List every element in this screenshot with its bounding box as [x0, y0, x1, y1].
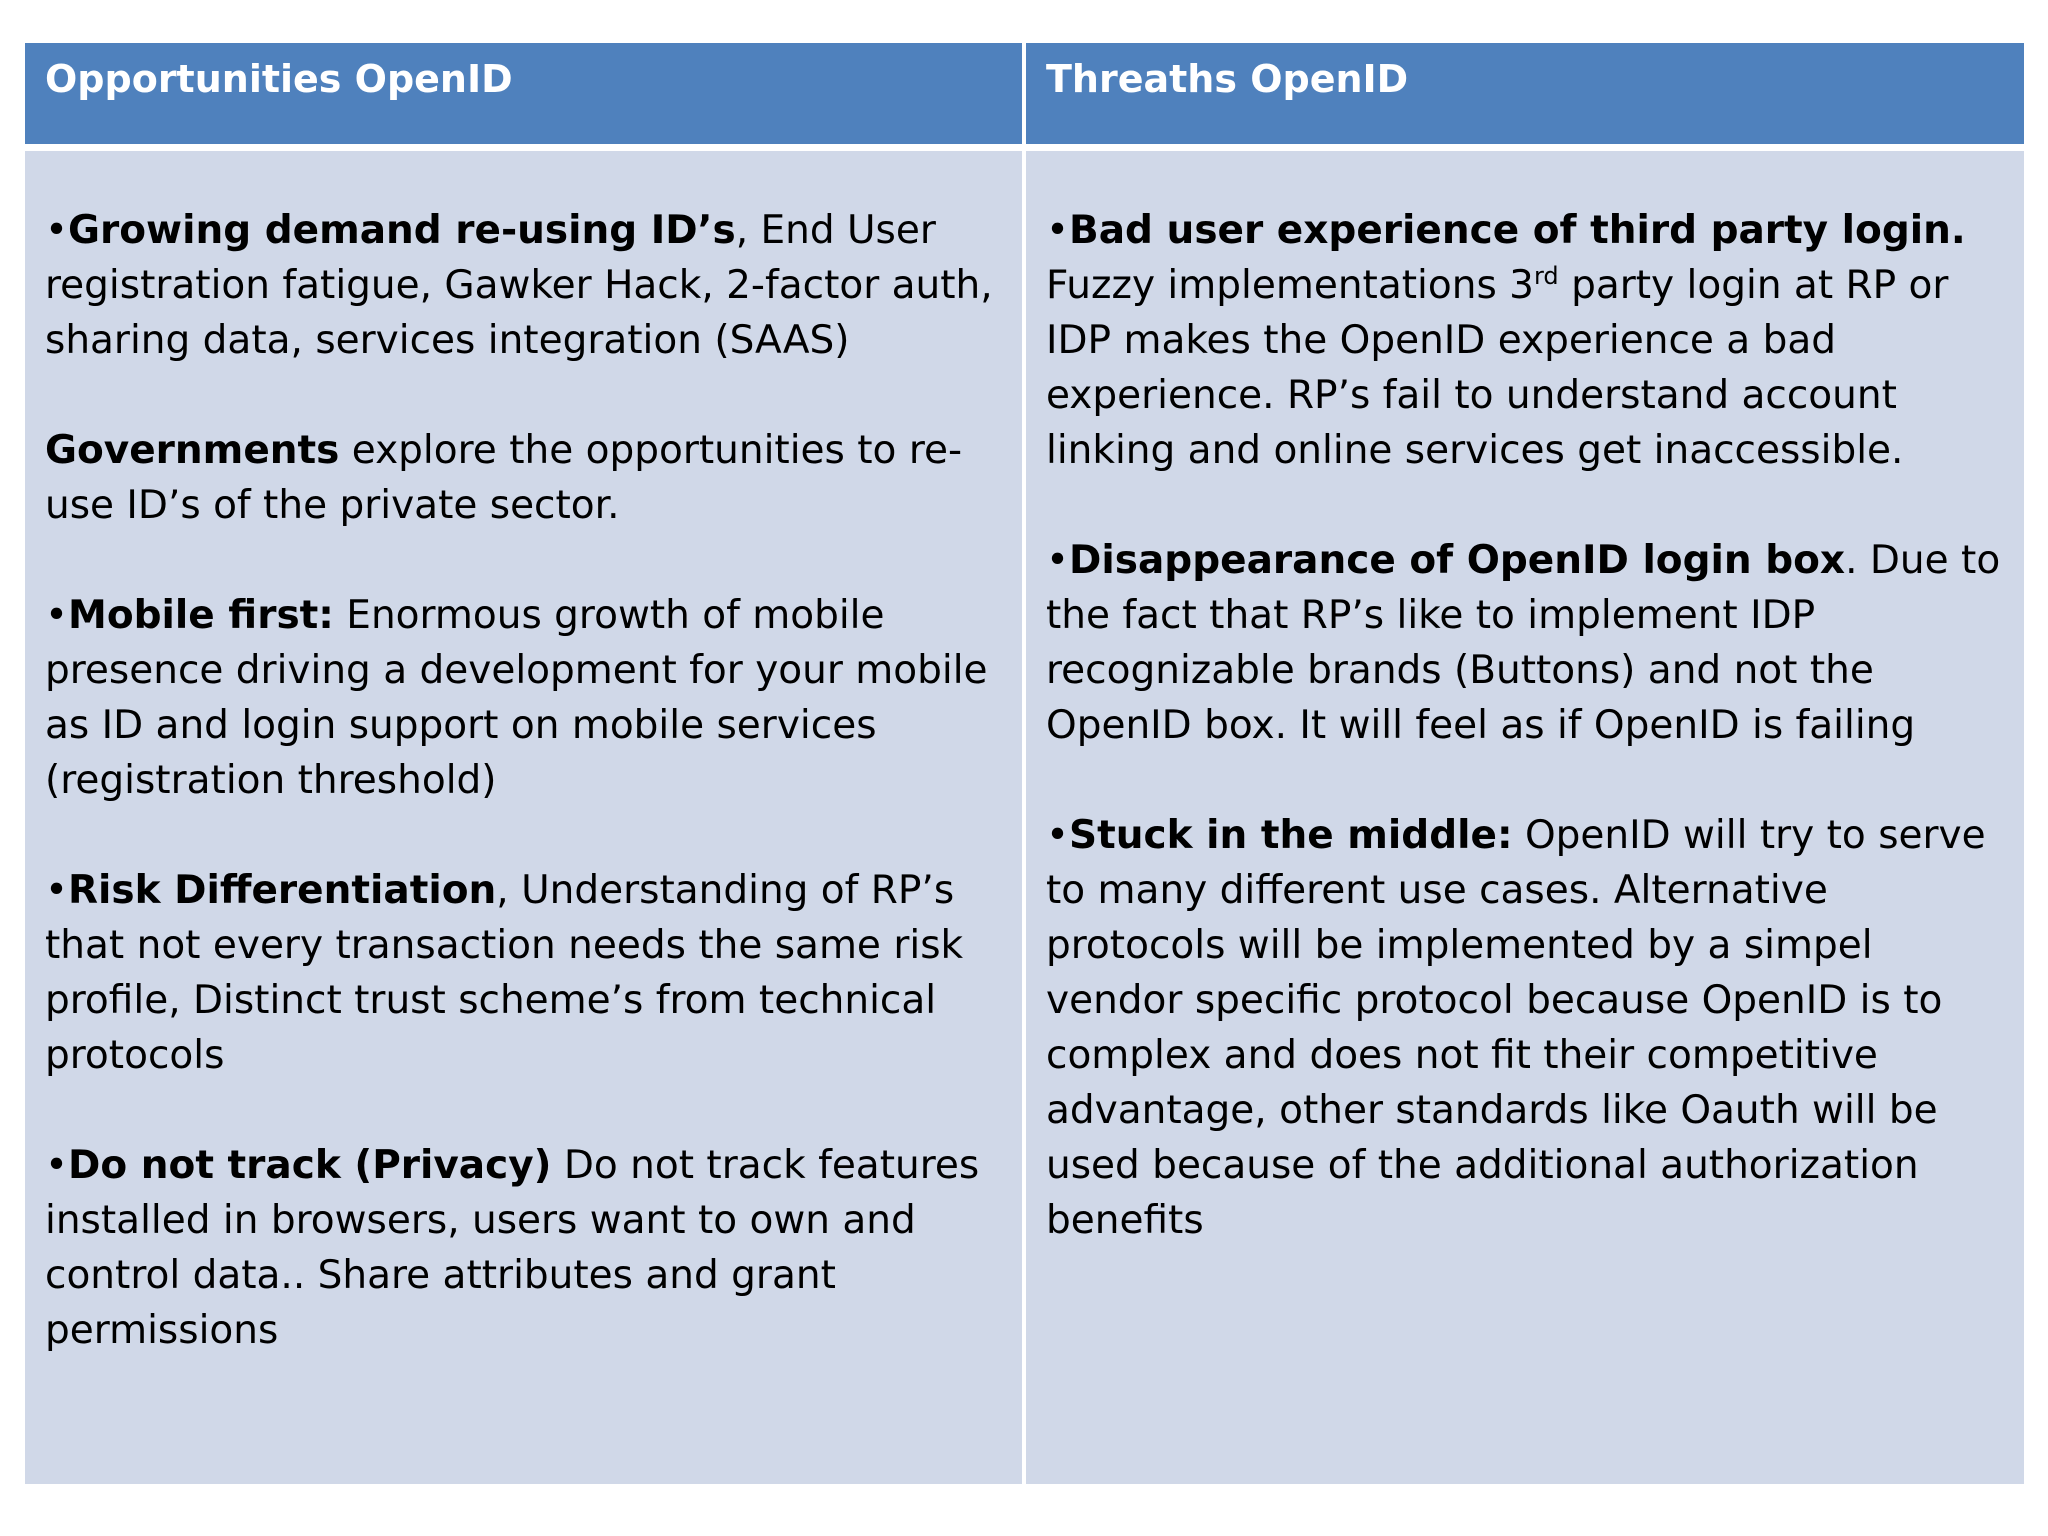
swot-table: Opportunities OpenID Threaths OpenID •Gr… — [25, 43, 2024, 1484]
threat-item: •Bad user experience of third party logi… — [1046, 208, 1966, 473]
header-opportunities: Opportunities OpenID — [25, 43, 1022, 144]
opportunity-item: Governments explore the opportunities to… — [45, 428, 963, 528]
opportunity-item: •Do not track (Privacy) Do not track fea… — [45, 1143, 980, 1353]
threat-item: •Stuck in the middle: OpenID will try to… — [1046, 813, 1986, 1243]
threat-item: •Disappearance of OpenID login box. Due … — [1046, 538, 2001, 748]
header-threats: Threaths OpenID — [1026, 43, 2024, 144]
opportunity-item: •Mobile first: Enormous growth of mobile… — [45, 593, 988, 803]
opportunity-item: •Risk Differentiation, Understanding of … — [45, 868, 964, 1078]
threats-cell: •Bad user experience of third party logi… — [1026, 151, 2024, 1484]
opportunities-cell: •Growing demand re-using ID’s, End User … — [25, 151, 1022, 1484]
opportunity-item: •Growing demand re-using ID’s, End User … — [45, 208, 993, 363]
